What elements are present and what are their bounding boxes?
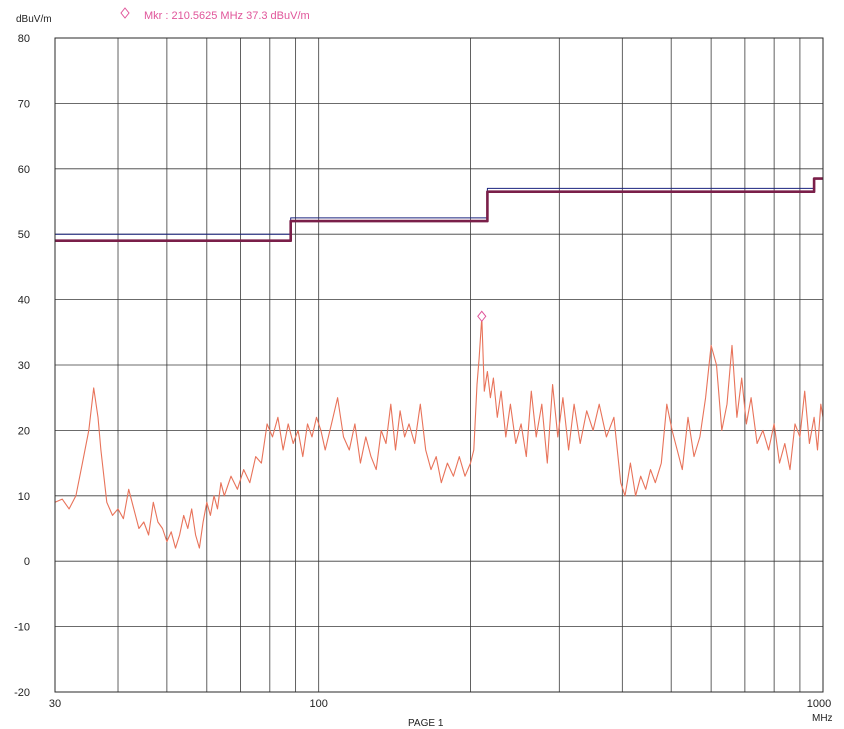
y-tick-label: 40 — [18, 295, 30, 307]
series-line-1 — [55, 178, 823, 235]
x-tick-label: 100 — [310, 698, 328, 710]
y-tick-label: 60 — [18, 164, 30, 176]
y-tick-label: 50 — [18, 229, 30, 241]
x-axis-unit-label: MHz — [812, 713, 833, 724]
y-tick-label: 20 — [18, 425, 30, 437]
y-axis-unit-label: dBuV/m — [16, 14, 52, 25]
y-tick-label: -10 — [14, 622, 30, 634]
marker-diamond-icon — [477, 310, 487, 323]
x-tick-label: 1000 — [807, 698, 831, 710]
x-tick-label: 30 — [49, 698, 61, 710]
marker-layer — [477, 310, 487, 323]
plot-border — [54, 37, 824, 693]
y-axis-tick-labels: -20 -10 0 10 20 30 40 50 60 70 80 — [14, 33, 30, 699]
series-layer — [54, 177, 824, 549]
y-tick-label: 30 — [18, 360, 30, 372]
marker-readout: Mkr : 210.5625 MHz 37.3 dBuV/m — [144, 10, 310, 22]
y-tick-label: 70 — [18, 98, 30, 110]
series-line-3 — [54, 316, 824, 549]
marker-legend-diamond-icon — [120, 7, 130, 19]
y-tick-label: -20 — [14, 687, 30, 699]
y-tick-label: 0 — [24, 556, 30, 568]
grid-lines — [54, 37, 824, 693]
page-label: PAGE 1 — [408, 718, 444, 729]
series-line-2 — [55, 177, 823, 242]
y-tick-label: 80 — [18, 33, 30, 45]
marker-legend: Mkr : 210.5625 MHz 37.3 dBuV/m — [120, 7, 310, 22]
x-axis-tick-labels: 30 100 1000 — [49, 698, 831, 710]
y-tick-label: 10 — [18, 491, 30, 503]
